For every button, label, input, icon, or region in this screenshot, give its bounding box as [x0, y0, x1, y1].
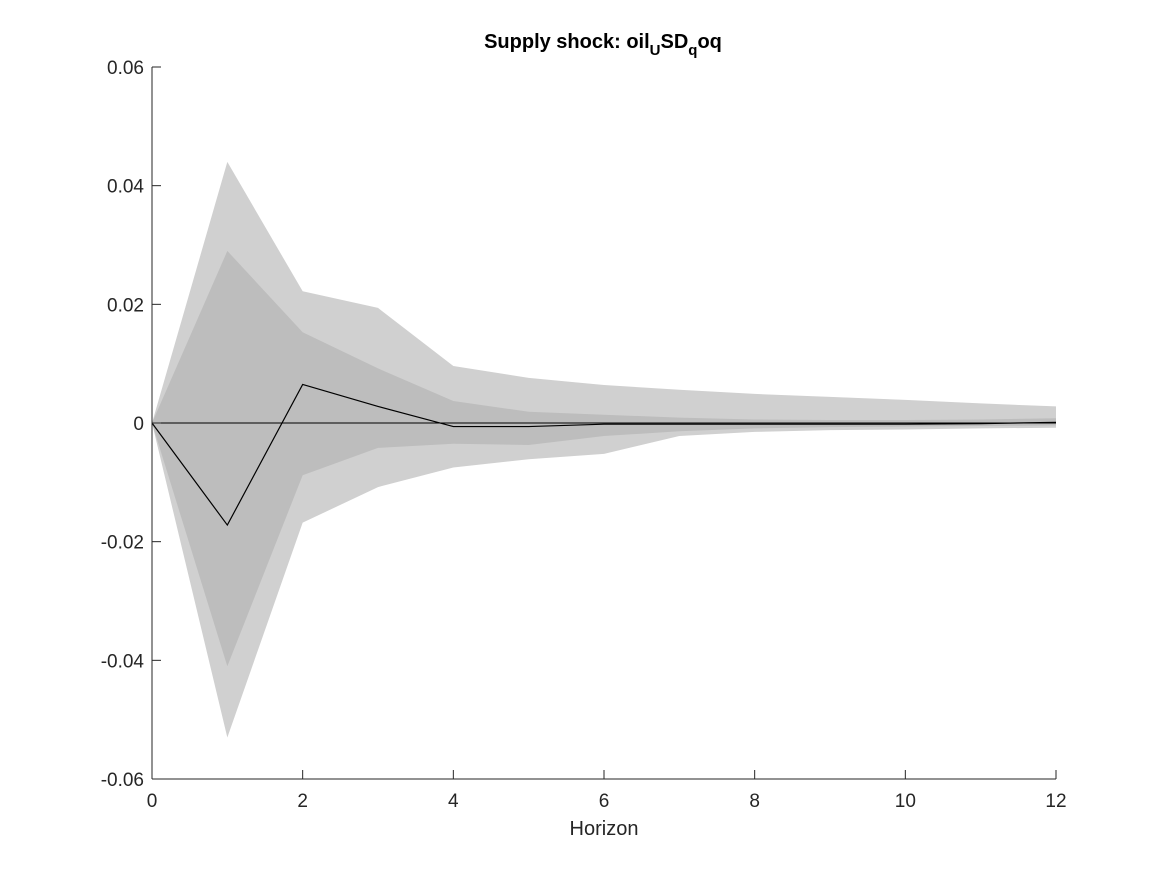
- axes: [151, 66, 1057, 780]
- title-subscript: q: [688, 42, 697, 59]
- x-tick-label: 2: [297, 791, 308, 812]
- y-tick-label: -0.04: [101, 651, 145, 672]
- title-segment: oq: [697, 31, 721, 53]
- y-tick-label: 0: [133, 414, 144, 435]
- title-segment: SD: [661, 31, 689, 53]
- y-tick-label: -0.02: [101, 533, 144, 554]
- y-tick-label: 0.04: [107, 177, 144, 198]
- title-segment: Supply shock: oil: [484, 31, 650, 53]
- x-tick-label: 8: [749, 791, 760, 812]
- x-tick-label: 0: [147, 791, 158, 812]
- series-line-0: [151, 383, 1057, 527]
- y-tick-label: 0.06: [107, 58, 144, 79]
- outer-band: [152, 161, 1056, 738]
- inner-band: [152, 250, 1056, 667]
- chart-title: Supply shock: oilUSDqoq: [484, 31, 722, 59]
- x-tick-label: 12: [1045, 791, 1066, 812]
- y-tick-label: 0.02: [107, 295, 144, 316]
- series-layer: [151, 383, 1057, 527]
- confidence-bands: [152, 161, 1056, 738]
- x-tick-label: 6: [599, 791, 610, 812]
- x-tick-label: 10: [895, 791, 916, 812]
- x-axis-label: Horizon: [570, 818, 639, 840]
- y-tick-label: -0.06: [101, 770, 144, 791]
- tick-labels: 0 2 4 6 8 10 12 -0.06 -0.04 -0.02 0 0.02 0.04 0.06: [101, 58, 1067, 812]
- title-subscript: U: [650, 42, 661, 59]
- x-tick-label: 4: [448, 791, 459, 812]
